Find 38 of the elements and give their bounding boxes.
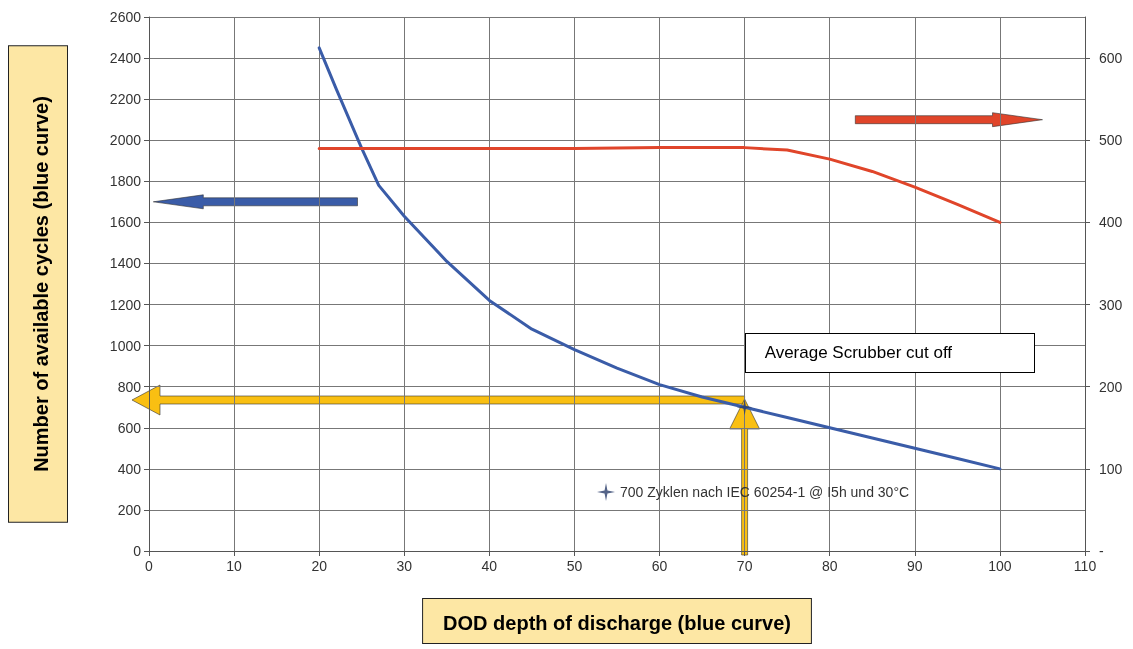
- x-tick-label: 80: [821, 558, 838, 574]
- y-tick-label: 800: [117, 378, 142, 395]
- y2-tick-label: 100: [1099, 460, 1123, 477]
- x-tick-label: 110: [1073, 558, 1097, 574]
- y-tick-label: 1600: [109, 214, 142, 231]
- y2-tick-label: 600: [1099, 50, 1123, 67]
- x-tick-label: 60: [651, 558, 668, 574]
- y-tick-label: 200: [117, 501, 142, 518]
- y2-tick-label: 200: [1099, 378, 1123, 395]
- line-series: [317, 146, 1002, 224]
- y-axis-title: Number of available cycles (blue curve): [30, 96, 52, 472]
- y-tick-label: 2200: [109, 91, 142, 108]
- y-tick-label: 0: [133, 543, 142, 559]
- y2-tick-label: -: [1099, 543, 1104, 559]
- x-tick-label: 30: [396, 558, 413, 574]
- x-tick-label: 70: [736, 558, 753, 574]
- y-tick-label: 400: [117, 460, 142, 477]
- x-tick-label: 50: [566, 558, 583, 574]
- y-tick-label: 600: [117, 419, 142, 436]
- x-tick-label: 0: [145, 558, 154, 574]
- x-tick-label: 100: [988, 558, 1012, 574]
- y2-tick-label: 500: [1099, 132, 1123, 149]
- y-tick-label: 1200: [109, 296, 142, 313]
- y-tick-label: 2600: [109, 9, 142, 25]
- x-tick-label: 20: [311, 558, 328, 574]
- x-axis-title: DOD depth of discharge (blue curve): [443, 612, 791, 634]
- y-tick-label: 2000: [109, 132, 142, 149]
- y2-tick-label: 300: [1099, 296, 1123, 313]
- y-tick-label: 1800: [109, 173, 142, 190]
- y2-tick-label: 400: [1099, 214, 1123, 231]
- annotation: Average Scrubber cut off: [764, 343, 953, 364]
- line-series: [317, 46, 1002, 471]
- y-tick-label: 2400: [109, 50, 142, 67]
- y-tick-label: 1000: [109, 337, 142, 354]
- x-tick-label: 40: [481, 558, 498, 574]
- y-tick-label: 1400: [109, 255, 142, 272]
- x-tick-label: 10: [226, 558, 243, 574]
- x-tick-label: 90: [907, 558, 923, 574]
